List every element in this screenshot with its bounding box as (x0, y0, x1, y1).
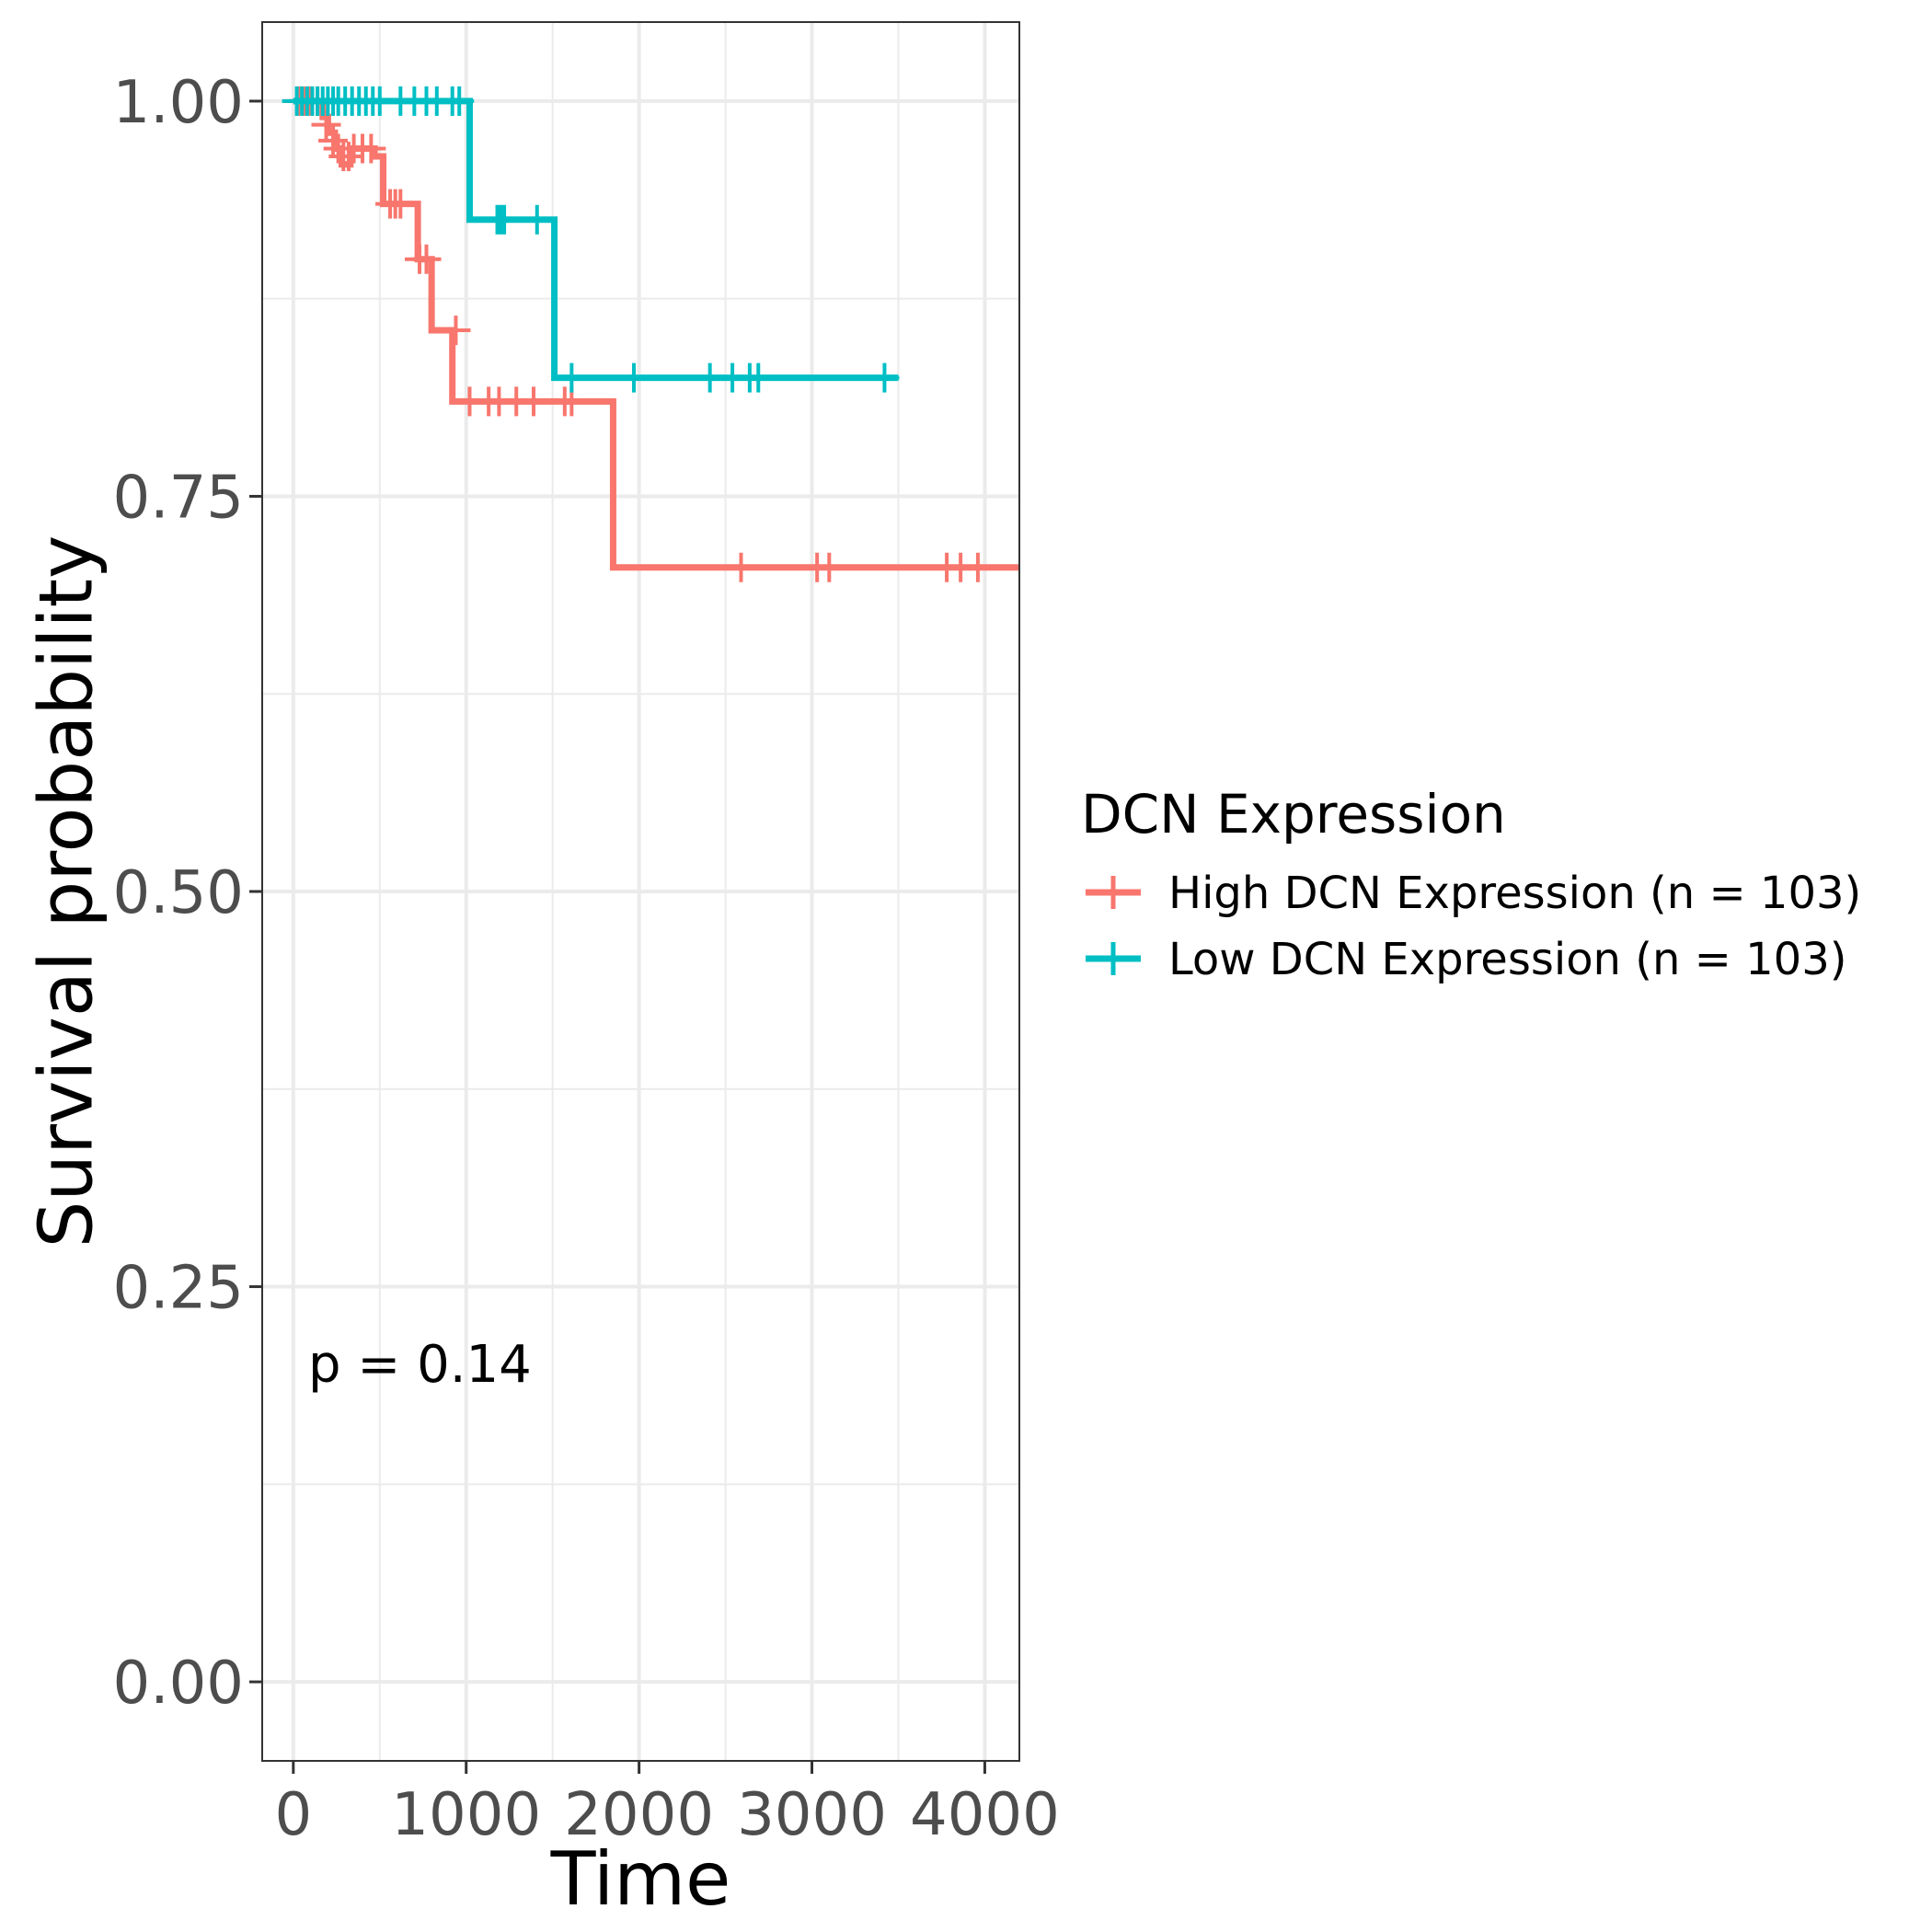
censor-mark (356, 133, 386, 164)
x-tick-label: 4000 (910, 1781, 1060, 1849)
y-tick-label: 0.75 (113, 464, 245, 532)
x-tick-label: 1000 (391, 1781, 541, 1849)
censor-mark (444, 86, 475, 116)
censor-mark (814, 552, 845, 582)
censor-mark (489, 204, 520, 235)
legend: DCN Expression High DCN Expression (n = … (1081, 783, 1861, 985)
y-tick-label: 0.25 (113, 1255, 245, 1323)
censor-mark (318, 125, 349, 155)
censor-mark (522, 204, 552, 235)
censor-mark (869, 362, 900, 393)
legend-label: High DCN Expression (n = 103) (1168, 868, 1861, 919)
censor-mark (726, 552, 756, 582)
censor-mark (385, 189, 416, 219)
censor-mark (962, 552, 993, 582)
y-tick-label: 0.00 (113, 1650, 245, 1718)
censor-mark (411, 244, 442, 274)
legend-items: High DCN Expression (n = 103) Low DCN Exp… (1086, 868, 1861, 985)
legend-item: High DCN Expression (n = 103) (1086, 868, 1861, 919)
x-tick-label: 3000 (737, 1781, 887, 1849)
axes: 0 1000 2000 3000 4000 0.00 0.25 0.50 0.75 1.00 (113, 69, 1060, 1849)
y-axis-title: Survival probability (24, 535, 109, 1248)
y-tick-label: 0.50 (113, 859, 245, 927)
x-axis-title: Time (550, 1836, 731, 1922)
grid (262, 22, 1019, 1761)
series-low (282, 86, 900, 393)
censor-mark (333, 142, 363, 172)
legend-label: Low DCN Expression (n = 103) (1168, 934, 1846, 985)
censor-mark (618, 362, 649, 393)
legend-item: Low DCN Expression (n = 103) (1086, 934, 1846, 985)
x-tick-label: 2000 (564, 1781, 714, 1849)
x-tick-label: 0 (274, 1781, 312, 1849)
censor-mark (557, 362, 587, 393)
censor-mark (441, 316, 471, 346)
censor-mark (743, 362, 774, 393)
series-layer (282, 86, 1019, 582)
legend-title: DCN Expression (1081, 783, 1506, 845)
p-value-annotation: p = 0.14 (308, 1335, 532, 1395)
censor-mark (519, 386, 549, 417)
y-tick-label: 1.00 (113, 69, 245, 137)
